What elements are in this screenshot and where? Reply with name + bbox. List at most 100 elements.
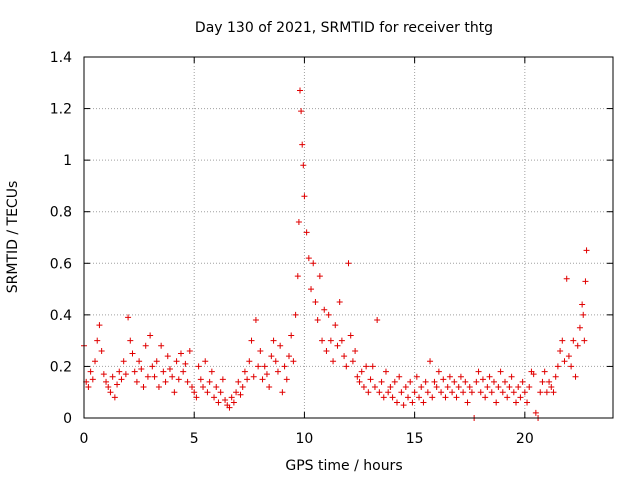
- data-point: [345, 260, 352, 267]
- data-point: [285, 353, 292, 360]
- data-point: [219, 376, 226, 383]
- x-axis-label: GPS time / hours: [285, 458, 402, 474]
- data-point: [261, 363, 268, 370]
- data-point: [182, 360, 189, 367]
- data-point: [360, 384, 367, 391]
- data-point: [241, 368, 248, 375]
- data-point: [537, 389, 544, 396]
- data-point: [211, 394, 218, 401]
- data-point: [484, 384, 491, 391]
- data-point: [521, 389, 528, 396]
- data-point: [252, 317, 259, 324]
- data-point: [129, 350, 136, 357]
- data-point: [393, 399, 400, 406]
- x-tick-label: 15: [406, 431, 424, 447]
- data-point: [371, 384, 378, 391]
- data-point: [580, 311, 587, 318]
- data-point: [136, 358, 143, 365]
- data-point: [468, 389, 475, 396]
- data-point: [513, 399, 520, 406]
- data-point: [127, 337, 134, 344]
- data-point: [429, 394, 436, 401]
- data-point: [283, 376, 290, 383]
- data-point: [222, 396, 229, 403]
- data-point: [473, 378, 480, 385]
- y-axis-label: SRMTID / TECUs: [5, 181, 21, 294]
- data-point: [200, 384, 207, 391]
- data-point: [405, 394, 412, 401]
- data-point: [239, 384, 246, 391]
- data-point: [559, 337, 566, 344]
- data-point: [532, 409, 539, 416]
- x-tick-label: 10: [296, 431, 314, 447]
- data-point: [530, 371, 537, 378]
- data-point: [92, 358, 99, 365]
- data-point: [581, 337, 588, 344]
- data-point: [226, 404, 233, 411]
- data-point: [233, 389, 240, 396]
- data-point: [248, 337, 255, 344]
- data-point: [382, 368, 389, 375]
- data-point: [457, 373, 464, 380]
- data-point: [385, 389, 392, 396]
- y-tick-label: 1: [63, 153, 72, 169]
- x-tick-label: 5: [190, 431, 199, 447]
- data-point: [400, 402, 407, 409]
- data-point: [327, 337, 334, 344]
- data-point: [336, 298, 343, 305]
- data-point: [250, 373, 257, 380]
- data-point: [180, 368, 187, 375]
- data-point: [151, 373, 158, 380]
- data-point: [189, 384, 196, 391]
- y-tick-label: 0.8: [50, 205, 72, 221]
- data-point: [186, 347, 193, 354]
- data-point: [347, 332, 354, 339]
- data-point: [177, 350, 184, 357]
- data-point: [259, 376, 266, 383]
- data-point: [563, 275, 570, 282]
- data-point: [449, 389, 456, 396]
- data-point: [431, 378, 438, 385]
- data-point: [486, 373, 493, 380]
- data-point: [332, 322, 339, 329]
- data-point: [319, 337, 326, 344]
- data-point: [312, 298, 319, 305]
- data-point: [133, 378, 140, 385]
- data-point: [213, 384, 220, 391]
- data-point: [427, 358, 434, 365]
- data-point: [565, 353, 572, 360]
- data-point: [330, 358, 337, 365]
- data-point: [482, 394, 489, 401]
- data-point: [266, 384, 273, 391]
- data-point: [166, 366, 173, 373]
- data-point: [460, 389, 467, 396]
- y-tick-label: 1.2: [50, 102, 72, 118]
- data-point: [391, 378, 398, 385]
- data-point: [305, 255, 312, 262]
- data-point: [541, 368, 548, 375]
- data-point: [298, 108, 305, 115]
- data-point: [548, 384, 555, 391]
- data-point: [169, 373, 176, 380]
- data-point: [204, 389, 211, 396]
- data-point: [87, 368, 94, 375]
- data-point: [574, 342, 581, 349]
- data-point: [583, 247, 590, 254]
- data-point: [433, 384, 440, 391]
- y-tick-label: 1.4: [50, 50, 72, 66]
- data-point: [98, 347, 105, 354]
- data-point: [369, 363, 376, 370]
- data-point: [579, 301, 586, 308]
- data-point: [217, 389, 224, 396]
- data-point: [107, 389, 114, 396]
- data-point: [263, 371, 270, 378]
- data-point: [446, 373, 453, 380]
- data-point: [508, 373, 515, 380]
- data-point: [576, 324, 583, 331]
- data-point: [435, 368, 442, 375]
- data-point: [164, 353, 171, 360]
- data-point: [96, 322, 103, 329]
- data-point: [230, 399, 237, 406]
- data-point: [557, 347, 564, 354]
- y-tick-label: 0.2: [50, 359, 72, 375]
